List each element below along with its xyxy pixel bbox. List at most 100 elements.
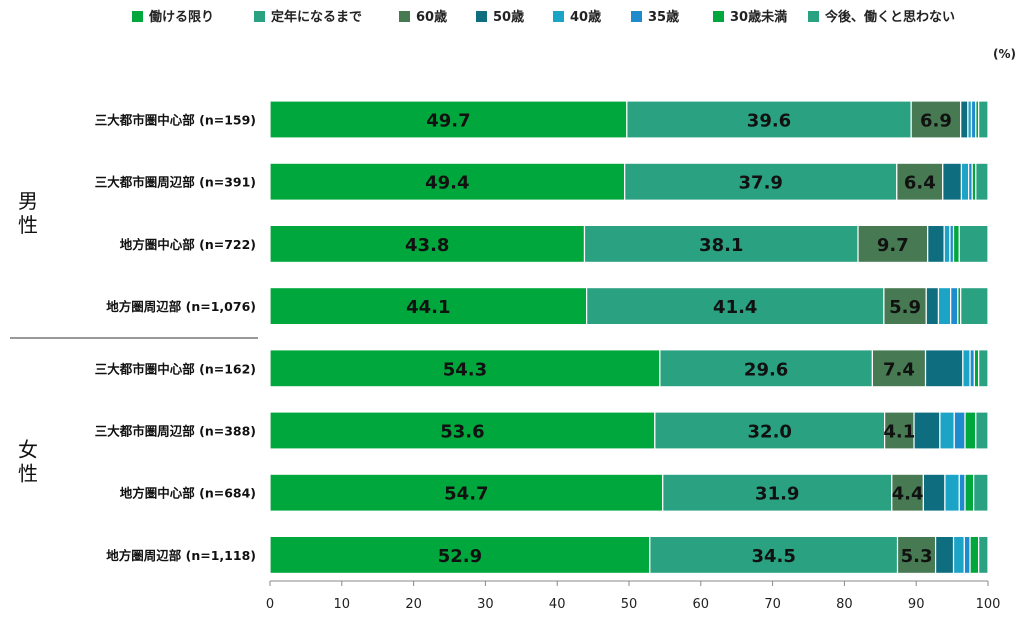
data-label: 34.5 xyxy=(751,546,795,567)
bar-segment xyxy=(910,100,962,139)
data-label: 5.3 xyxy=(901,546,933,567)
data-label: 7.4 xyxy=(883,359,915,380)
data-label: 37.9 xyxy=(739,173,783,194)
data-label: 54.7 xyxy=(444,484,488,505)
legend-swatch xyxy=(553,11,564,22)
legend-label: 40歳 xyxy=(570,9,601,25)
data-label: 6.4 xyxy=(904,173,936,194)
category-label: 三大都市圏周辺部 (n=388) xyxy=(95,424,256,439)
data-label: 4.1 xyxy=(883,422,915,443)
bar-segment xyxy=(913,411,941,450)
bar-segment xyxy=(952,224,960,263)
bar-segment xyxy=(269,162,626,201)
bar-segment xyxy=(973,349,980,388)
category-label: 三大都市圏周辺部 (n=391) xyxy=(95,175,256,190)
bar-segment xyxy=(973,473,989,512)
category-labels: 三大都市圏中心部 (n=159) 三大都市圏周辺部 (n=391) 地方圏中心部 (… xyxy=(95,113,256,563)
bar-segment xyxy=(624,162,898,201)
bar-segment xyxy=(922,473,946,512)
data-label: 39.6 xyxy=(747,111,791,132)
x-tick-label: 10 xyxy=(334,597,351,612)
bar-segment xyxy=(963,535,971,575)
data-label: 9.7 xyxy=(877,235,909,256)
bar-segment xyxy=(654,411,886,450)
legend-swatch xyxy=(399,11,410,22)
bar-segment xyxy=(978,349,989,388)
category-label: 三大都市圏中心部 (n=162) xyxy=(95,361,256,376)
data-label: 5.9 xyxy=(889,297,921,318)
bar-segment xyxy=(960,287,989,326)
bar-segment xyxy=(884,411,915,450)
data-label: 49.4 xyxy=(425,173,469,194)
bar-segment xyxy=(939,411,955,450)
bar-segment xyxy=(871,349,927,388)
category-label: 地方圏周辺部 (n=1,118) xyxy=(106,548,256,563)
bar-segment xyxy=(925,287,940,326)
bar-segment xyxy=(942,162,963,201)
bar-segment xyxy=(857,224,929,263)
legend-label: 定年になるまで xyxy=(270,9,362,25)
data-label: 29.6 xyxy=(744,359,788,380)
bar-segment xyxy=(662,473,893,512)
x-tick-label: 80 xyxy=(836,597,853,612)
bar-segment xyxy=(969,535,980,575)
bars: 49.7 39.6 6.9 49.4 37.9 6.4 43.8 38.1 9.7 44.1 41.… xyxy=(269,100,989,575)
data-label: 52.9 xyxy=(438,546,482,567)
bar-segment xyxy=(269,535,651,575)
group-label: 女性 xyxy=(18,438,38,486)
data-label: 4.4 xyxy=(892,484,924,505)
bar-segment xyxy=(934,535,955,575)
bar-segment xyxy=(978,535,989,575)
x-tick-label: 30 xyxy=(477,597,494,612)
legend-swatch xyxy=(808,11,819,22)
category-label: 地方圏中心部 (n=684) xyxy=(120,486,256,501)
data-label: 32.0 xyxy=(748,422,792,443)
legend-swatch xyxy=(631,11,642,22)
bar-segment xyxy=(583,224,859,263)
bar-segment xyxy=(927,224,945,263)
bar-segment xyxy=(960,162,970,201)
bar-segment xyxy=(969,349,975,388)
bar-segment xyxy=(960,100,969,139)
legend-label: 50歳 xyxy=(493,9,524,25)
bar-segment xyxy=(964,411,977,450)
data-label: 49.7 xyxy=(426,111,470,132)
x-tick-label: 60 xyxy=(693,597,710,612)
legend-label: 35歳 xyxy=(648,9,679,25)
x-tick-label: 50 xyxy=(621,597,638,612)
bar-segment xyxy=(924,349,964,388)
data-label: 54.3 xyxy=(443,359,487,380)
data-label: 53.6 xyxy=(440,422,484,443)
bar-segment xyxy=(953,411,966,450)
legend: 働ける限り 定年になるまで 60歳 50歳 40歳 35歳 30歳未満 今後、働くと思わない xyxy=(132,9,955,25)
bar-segment xyxy=(964,473,975,512)
category-label: 地方圏中心部 (n=722) xyxy=(120,237,256,252)
legend-swatch xyxy=(713,11,724,22)
legend-swatch xyxy=(476,11,487,22)
bar-segment xyxy=(958,473,966,512)
data-label: 44.1 xyxy=(406,297,450,318)
bar-segment xyxy=(269,100,628,139)
data-label: 43.8 xyxy=(405,235,449,256)
bar-segment xyxy=(958,224,989,263)
legend-label: 今後、働くと思わない xyxy=(824,9,955,25)
x-tick-label: 0 xyxy=(266,597,274,612)
category-label: 地方圏周辺部 (n=1,076) xyxy=(106,299,256,314)
bar-segment xyxy=(975,162,989,201)
bar-segment xyxy=(269,473,664,512)
data-label: 41.4 xyxy=(713,297,757,318)
bar-segment xyxy=(952,535,965,575)
bar-segment xyxy=(896,535,937,575)
unit-label: (%) xyxy=(993,47,1016,61)
category-label: 三大都市圏中心部 (n=159) xyxy=(95,113,256,128)
bar-segment xyxy=(978,100,989,139)
bar-segment xyxy=(269,287,588,326)
x-tick-label: 70 xyxy=(764,597,781,612)
data-label: 6.9 xyxy=(920,111,952,132)
bar-segment xyxy=(937,287,952,326)
bar-segment xyxy=(269,349,661,388)
bar-segment xyxy=(975,411,989,450)
data-label: 38.1 xyxy=(699,235,743,256)
